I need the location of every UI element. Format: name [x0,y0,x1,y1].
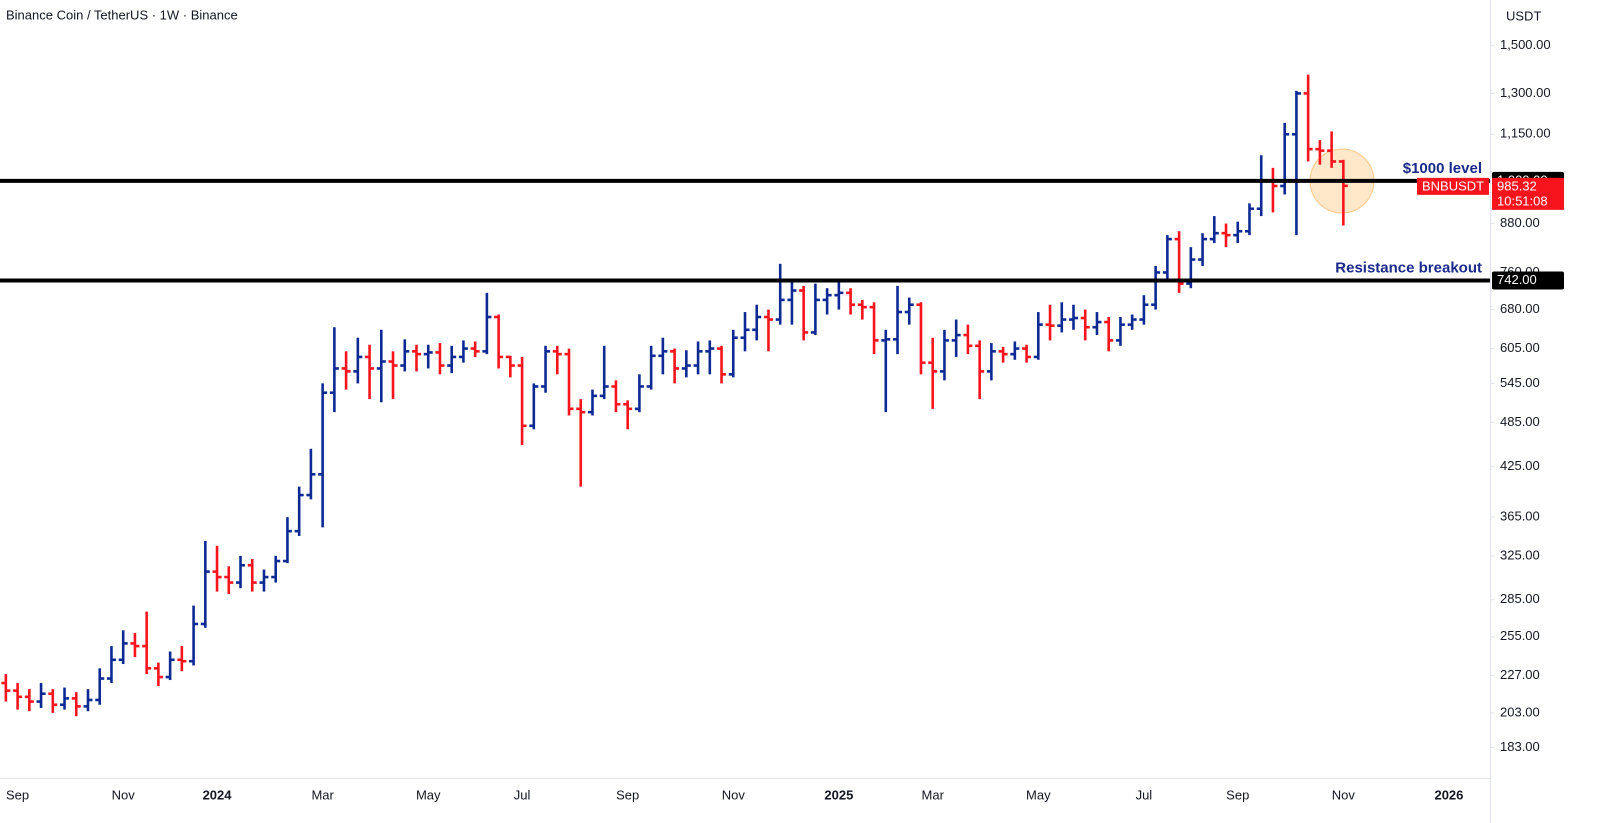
x-tick-label: Mar [311,787,334,802]
y-tick-label: 680.00 [1500,301,1540,316]
x-tick-label: 2024 [203,787,233,802]
chart-title: Binance Coin / TetherUS · 1W · Binance [6,7,238,22]
y-tick-label: 1,150.00 [1500,126,1551,141]
level-label-box [1492,271,1564,290]
level-note: Resistance breakout [1335,259,1482,276]
level-label: 742.00 [1497,272,1537,287]
y-tick-label: 1,500.00 [1500,37,1551,52]
last-price-label: 985.32 [1497,178,1537,193]
y-tick-label: 425.00 [1500,458,1540,473]
x-tick-label: May [416,787,441,802]
x-tick-label: May [1026,787,1051,802]
countdown-label: 10:51:08 [1497,193,1548,208]
x-tick-label: Sep [616,787,639,802]
y-tick-label: 203.00 [1500,704,1540,719]
x-tick-label: Mar [922,787,945,802]
y-tick-label: 227.00 [1500,667,1540,682]
unit-label: USDT [1506,8,1541,23]
last-price-box [1492,177,1564,210]
symbol-label: BNBUSDT [1422,178,1484,193]
y-tick-label: 255.00 [1500,628,1540,643]
y-tick-label: 285.00 [1500,591,1540,606]
y-tick-label: 183.00 [1500,739,1540,754]
x-tick-label: Nov [112,787,136,802]
x-tick-label: Sep [1226,787,1249,802]
y-tick-label: 880.00 [1500,215,1540,230]
x-tick-label: Jul [1136,787,1153,802]
level-note: $1000 level [1403,160,1482,177]
x-tick-label: 2025 [824,787,853,802]
x-tick-label: Nov [1332,787,1356,802]
x-tick-label: Nov [722,787,746,802]
y-tick-label: 485.00 [1500,414,1540,429]
y-tick-label: 605.00 [1500,340,1540,355]
symbol-box [1417,177,1489,195]
y-tick-label: 545.00 [1500,375,1540,390]
x-tick-label: Jul [514,787,531,802]
x-tick-label: 2026 [1434,787,1463,802]
y-tick-label: 365.00 [1500,509,1540,524]
y-tick-label: 325.00 [1500,547,1540,562]
x-tick-label: Sep [6,787,29,802]
y-tick-label: 1,300.00 [1500,85,1551,100]
